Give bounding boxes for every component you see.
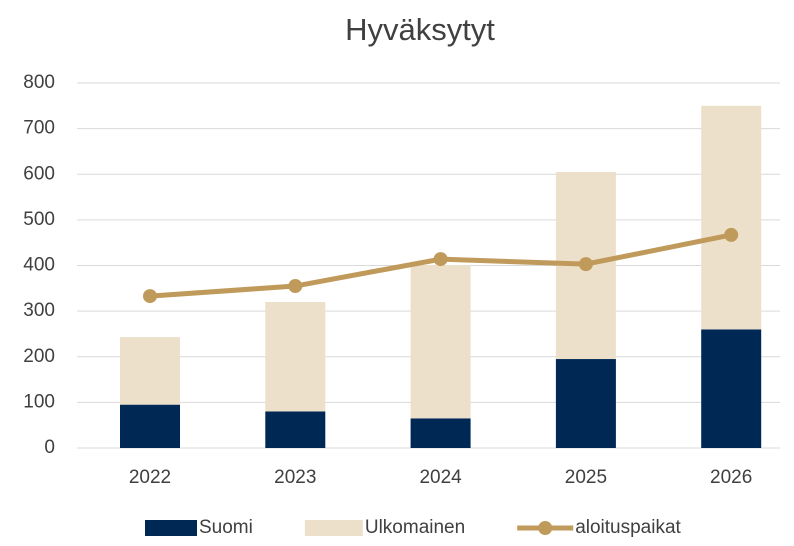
bar — [410, 265, 471, 419]
x-tick-label: 2026 — [710, 467, 752, 488]
bar — [120, 337, 180, 405]
y-tick-label: 500 — [23, 209, 55, 230]
line-point — [143, 289, 157, 304]
x-tick-label: 2025 — [565, 467, 607, 488]
line-point — [724, 227, 739, 242]
y-tick-label: 300 — [23, 300, 55, 321]
bar — [265, 302, 326, 412]
y-tick-label: 200 — [23, 346, 55, 367]
x-tick-label: 2023 — [274, 467, 316, 488]
x-tick-label: 2022 — [129, 467, 171, 488]
legend-label: aloituspaikat — [575, 517, 681, 538]
chart-title: Hyväksytyt — [345, 12, 495, 47]
x-tick-label: 2024 — [419, 467, 462, 488]
line-point — [433, 252, 448, 267]
bar — [120, 404, 180, 448]
bar — [555, 359, 616, 448]
bar — [701, 105, 762, 330]
legend-label: Ulkomainen — [365, 517, 465, 538]
y-tick-label: 800 — [23, 72, 55, 93]
legend-swatch — [145, 520, 197, 536]
line-point — [288, 279, 303, 294]
y-tick-label: 100 — [23, 391, 55, 412]
y-tick-label: 0 — [44, 437, 55, 458]
legend-swatch — [304, 520, 363, 536]
legend-label: Suomi — [199, 517, 253, 538]
y-tick-label: 700 — [23, 118, 55, 139]
y-tick-label: 400 — [23, 255, 55, 276]
y-tick-label: 600 — [23, 163, 55, 184]
line-point — [578, 257, 593, 272]
bar — [265, 411, 326, 448]
legend-swatch — [538, 521, 553, 535]
bar — [701, 329, 762, 448]
bar — [410, 418, 471, 448]
